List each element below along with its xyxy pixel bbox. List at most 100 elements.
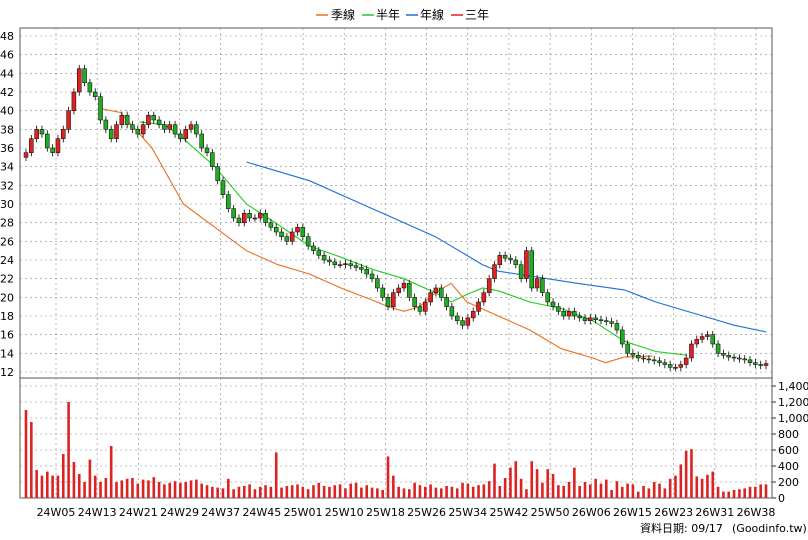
volume-bar — [631, 484, 635, 498]
candle-down — [273, 227, 279, 233]
candle-down — [454, 315, 460, 321]
volume-bar — [604, 479, 608, 498]
candle-down — [582, 317, 588, 321]
volume-bar — [269, 486, 273, 498]
volume-bar — [429, 484, 432, 498]
volume-bar — [168, 482, 172, 498]
candle-up — [252, 217, 258, 220]
volume-bar — [610, 490, 613, 498]
volume-bar — [227, 478, 230, 498]
candle-up — [114, 124, 119, 139]
candle-down — [50, 147, 55, 153]
volume-bar — [189, 480, 193, 498]
candle-down — [747, 359, 753, 363]
candle-down — [710, 334, 716, 345]
candle-down — [609, 321, 614, 324]
x-tick-label: 24W13 — [78, 506, 117, 519]
volume-bar — [184, 482, 188, 498]
price-tick-label: 14 — [0, 347, 14, 360]
volume-bar — [700, 478, 704, 498]
volume-bar — [280, 487, 283, 498]
volume-bar — [530, 461, 534, 498]
volume-bar — [125, 478, 129, 498]
candle-down — [151, 115, 157, 121]
volume-bar — [503, 478, 507, 498]
candle-up — [183, 129, 188, 139]
candle-up — [423, 301, 428, 312]
volume-bar — [120, 480, 124, 498]
volume-bar — [322, 486, 326, 498]
candle-up — [524, 250, 529, 279]
volume-bar — [61, 454, 65, 498]
candle-down — [502, 255, 508, 259]
price-tick-label: 20 — [0, 291, 14, 304]
candle-down — [108, 129, 114, 139]
candle-down — [172, 124, 178, 135]
volume-tick-label: 0 — [778, 492, 785, 505]
volume-bar — [211, 486, 214, 498]
price-tick-label: 38 — [0, 123, 14, 136]
volume-bar — [83, 482, 86, 498]
price-tick-label: 42 — [0, 86, 14, 99]
candle-down — [439, 287, 444, 298]
volume-bar — [77, 474, 81, 498]
price-tick-label: 16 — [0, 329, 14, 342]
candle-down — [375, 278, 380, 289]
candle-down — [103, 119, 109, 130]
candle-down — [130, 124, 135, 130]
volume-bar — [455, 488, 459, 498]
x-tick-label: 26W06 — [572, 506, 611, 519]
volume-bar — [35, 470, 38, 498]
candle-up — [588, 317, 593, 321]
candle-up — [71, 91, 77, 111]
price-tick-label: 32 — [0, 179, 14, 192]
candle-down — [204, 147, 210, 153]
volume-bar — [242, 486, 246, 498]
volume-bar — [354, 482, 358, 498]
volume-tick-label: 600 — [778, 444, 799, 457]
candle-down — [231, 208, 236, 219]
price-tick-label: 44 — [0, 67, 14, 80]
volume-bar — [514, 461, 518, 498]
candle-down — [598, 319, 604, 321]
candle-down — [667, 364, 673, 368]
volume-bar — [748, 486, 752, 498]
volume-bar — [328, 486, 331, 498]
volume-bar — [253, 489, 257, 498]
candle-down — [82, 68, 87, 83]
candle-down — [359, 267, 364, 270]
volume-bar — [93, 475, 97, 498]
volume-bar — [620, 486, 624, 498]
candle-down — [87, 82, 93, 93]
volume-bar — [317, 482, 321, 498]
candle-down — [625, 343, 630, 354]
ma-quarter-line — [101, 108, 653, 364]
candle-down — [572, 311, 577, 317]
volume-bar — [349, 483, 353, 498]
candle-down — [721, 353, 726, 356]
volume-bar — [88, 459, 92, 498]
volume-axis-ticks: 0 200 400 600 800 1,000 1,200 1,400 — [772, 380, 808, 505]
volume-bar — [237, 486, 241, 498]
volume-bar — [706, 474, 709, 498]
candle-down — [162, 124, 167, 130]
volume-bar — [131, 478, 134, 498]
volume-bar — [312, 485, 315, 498]
volume-bar — [690, 449, 693, 498]
candle-down — [715, 343, 721, 354]
volume-bar — [642, 486, 645, 498]
candle-down — [731, 356, 737, 359]
volume-bar — [397, 486, 400, 498]
volume-bar — [370, 487, 374, 498]
x-tick-label: 25W18 — [366, 506, 405, 519]
volume-tick-label: 1,000 — [778, 412, 808, 425]
volume-bar — [647, 488, 651, 498]
volume-bar — [477, 485, 480, 498]
volume-bar — [418, 485, 422, 498]
candle-down — [268, 222, 274, 228]
candle-down — [124, 115, 130, 125]
volume-bar — [562, 486, 565, 498]
volume-bar — [301, 486, 305, 498]
volume-bar — [40, 475, 44, 498]
